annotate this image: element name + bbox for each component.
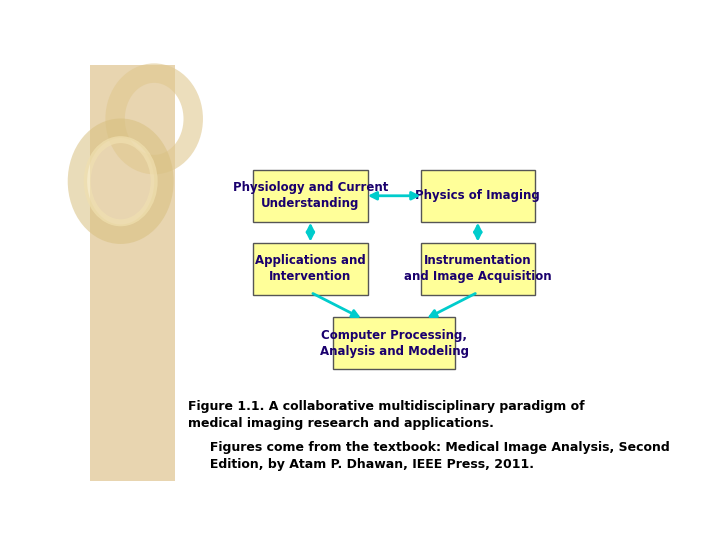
FancyBboxPatch shape xyxy=(420,170,535,222)
FancyArrowPatch shape xyxy=(307,226,314,239)
FancyArrowPatch shape xyxy=(474,226,481,239)
FancyArrowPatch shape xyxy=(371,192,418,199)
Text: Physics of Imaging: Physics of Imaging xyxy=(415,190,540,202)
FancyBboxPatch shape xyxy=(253,242,368,294)
FancyBboxPatch shape xyxy=(333,318,456,369)
Text: Physiology and Current
Understanding: Physiology and Current Understanding xyxy=(233,181,388,210)
Text: Applications and
Intervention: Applications and Intervention xyxy=(255,254,366,283)
Text: Computer Processing,
Analysis and Modeling: Computer Processing, Analysis and Modeli… xyxy=(320,329,469,358)
Text: Instrumentation
and Image Acquisition: Instrumentation and Image Acquisition xyxy=(404,254,552,283)
FancyArrowPatch shape xyxy=(313,294,358,316)
FancyArrowPatch shape xyxy=(430,294,475,316)
Text: Figure 1.1. A collaborative multidisciplinary paradigm of
medical imaging resear: Figure 1.1. A collaborative multidiscipl… xyxy=(188,400,584,429)
FancyBboxPatch shape xyxy=(253,170,368,222)
Bar xyxy=(90,65,176,481)
Text: Figures come from the textbook: Medical Image Analysis, Second
     Edition, by : Figures come from the textbook: Medical … xyxy=(188,441,670,471)
FancyBboxPatch shape xyxy=(420,242,535,294)
